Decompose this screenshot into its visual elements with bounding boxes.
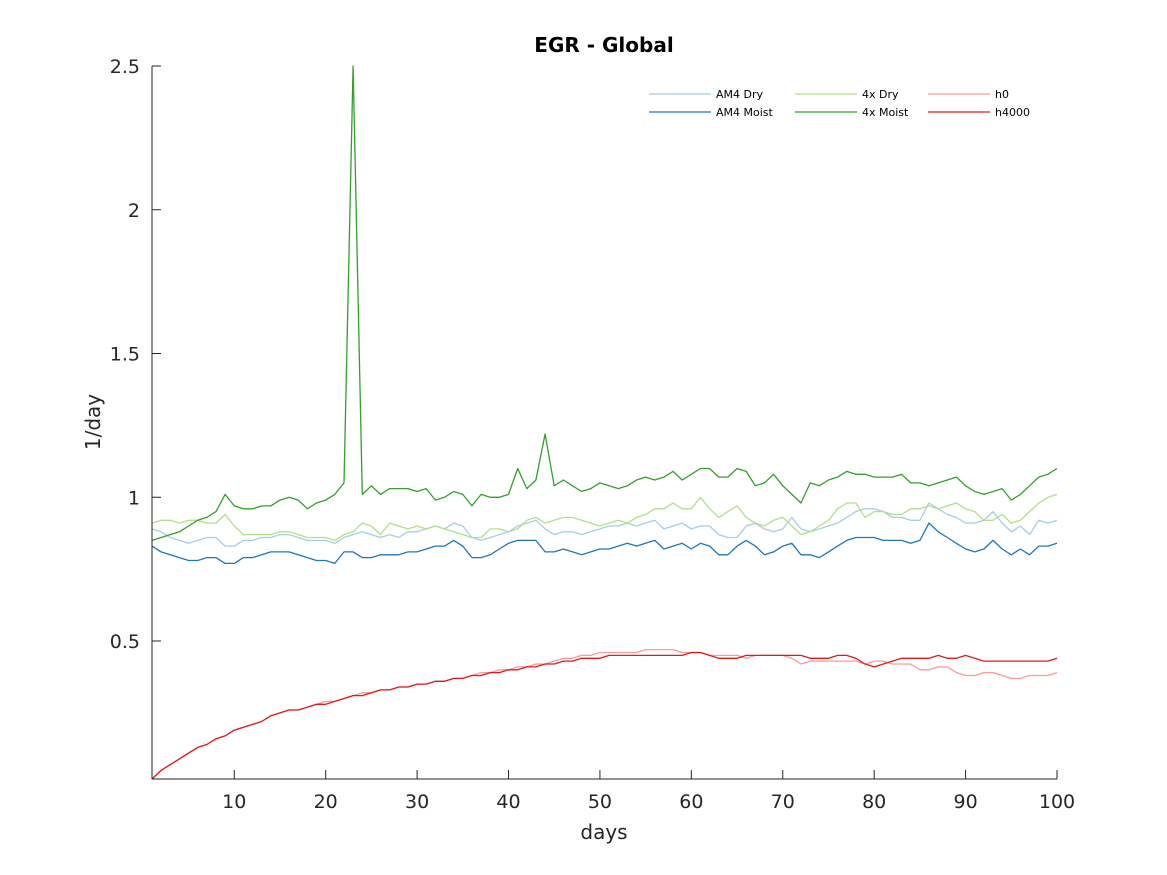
y-tick-label: 1 [128,487,140,509]
series-lines [151,65,1058,780]
legend-label-0: AM4 Dry [716,88,764,101]
x-tick-label: 90 [953,791,977,813]
x-tick-label: 10 [222,791,246,813]
y-tick-label: 0.5 [110,631,140,653]
legend-label-1: AM4 Moist [716,106,774,119]
y-axis-label: 1/day [81,394,105,450]
x-axis-ticks: 10 20 30 40 50 60 70 80 90 100 [222,770,1075,813]
y-tick-label: 2.5 [110,56,140,78]
chart-title: EGR - Global [534,33,673,57]
x-tick-label: 80 [862,791,886,813]
legend-label-4: h0 [995,88,1009,101]
y-tick-label: 1.5 [110,344,140,366]
legend: AM4 Dry AM4 Moist 4x Dry 4x Moist h0 h4000 [649,88,1030,119]
series-line-5 [151,651,1058,780]
legend-label-2: 4x Dry [862,88,899,101]
series-line-3 [151,65,1058,542]
x-tick-label: 20 [314,791,338,813]
axes [151,66,1057,780]
x-axis-label: days [580,820,627,844]
x-tick-label: 100 [1039,791,1075,813]
series-line-0 [151,502,1058,547]
y-axis-ticks: 0.5 1 1.5 2 2.5 [110,56,161,653]
x-tick-label: 70 [771,791,795,813]
legend-label-5: h4000 [995,106,1030,119]
x-tick-label: 50 [588,791,612,813]
x-tick-label: 30 [405,791,429,813]
x-tick-label: 40 [496,791,520,813]
y-tick-label: 2 [128,200,140,222]
series-line-2 [151,493,1058,542]
x-tick-label: 60 [679,791,703,813]
legend-label-3: 4x Moist [862,106,909,119]
series-line-1 [151,522,1058,565]
